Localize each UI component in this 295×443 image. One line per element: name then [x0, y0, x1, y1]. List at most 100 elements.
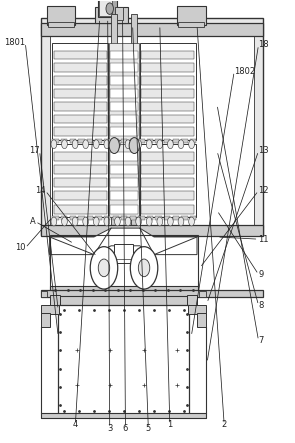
Bar: [41, 304, 59, 314]
Bar: [54, 89, 107, 98]
Circle shape: [104, 217, 110, 226]
Bar: [61, 139, 67, 144]
Circle shape: [83, 140, 88, 149]
Text: 2: 2: [222, 420, 227, 429]
Bar: [141, 178, 194, 187]
Circle shape: [106, 3, 113, 14]
Bar: [104, 216, 110, 220]
Text: 12: 12: [258, 186, 269, 195]
Circle shape: [51, 217, 57, 226]
Bar: [109, 43, 139, 140]
Bar: [41, 413, 206, 418]
Circle shape: [114, 217, 120, 226]
Circle shape: [136, 217, 142, 226]
Text: 7: 7: [258, 336, 264, 345]
Bar: [130, 139, 136, 144]
Circle shape: [90, 247, 118, 289]
Text: 8: 8: [258, 301, 264, 310]
Text: 9: 9: [258, 270, 264, 279]
Bar: [178, 22, 204, 27]
Bar: [109, 144, 139, 217]
Circle shape: [189, 140, 194, 149]
Circle shape: [125, 217, 131, 226]
Circle shape: [146, 140, 152, 149]
Bar: [110, 63, 138, 72]
Circle shape: [157, 217, 163, 226]
Circle shape: [146, 217, 152, 226]
Bar: [110, 102, 138, 111]
Bar: [48, 22, 74, 27]
Bar: [141, 89, 194, 98]
Text: 13: 13: [258, 146, 269, 155]
Circle shape: [94, 217, 99, 226]
Bar: [113, 139, 119, 144]
Text: 6: 6: [123, 424, 128, 433]
Circle shape: [168, 140, 173, 149]
Text: 3: 3: [107, 424, 112, 433]
Bar: [47, 7, 75, 25]
Bar: [61, 216, 67, 220]
Circle shape: [178, 140, 184, 149]
Bar: [41, 23, 263, 36]
Bar: [130, 216, 136, 220]
Bar: [50, 286, 199, 293]
Bar: [54, 63, 107, 72]
Text: 14: 14: [35, 186, 45, 195]
Bar: [164, 139, 171, 144]
Bar: [41, 291, 263, 297]
Circle shape: [168, 217, 173, 226]
Circle shape: [109, 138, 119, 153]
Circle shape: [51, 140, 57, 149]
Bar: [141, 128, 194, 136]
Text: 11: 11: [258, 235, 269, 244]
Bar: [155, 139, 162, 144]
Bar: [173, 139, 179, 144]
Text: 1: 1: [167, 420, 173, 429]
Bar: [110, 178, 138, 187]
Circle shape: [104, 140, 110, 149]
Bar: [53, 144, 108, 217]
Circle shape: [189, 217, 194, 226]
Text: 18: 18: [258, 40, 269, 49]
Bar: [173, 216, 179, 220]
Bar: [54, 115, 107, 124]
Circle shape: [125, 140, 131, 149]
Bar: [110, 51, 138, 59]
Bar: [197, 313, 206, 326]
Circle shape: [98, 259, 110, 277]
Bar: [187, 295, 197, 307]
Bar: [141, 51, 194, 59]
Text: 1801: 1801: [4, 38, 25, 47]
Bar: [189, 413, 206, 418]
Bar: [58, 295, 189, 306]
Bar: [131, 14, 137, 226]
Bar: [113, 216, 119, 220]
Circle shape: [138, 259, 150, 277]
Bar: [50, 295, 60, 307]
Bar: [199, 291, 206, 296]
Bar: [141, 115, 194, 124]
Bar: [121, 216, 127, 220]
Bar: [115, 8, 123, 19]
Bar: [177, 7, 206, 25]
Circle shape: [157, 140, 163, 149]
Bar: [181, 216, 188, 220]
Bar: [141, 102, 194, 111]
Bar: [141, 76, 194, 85]
Bar: [138, 139, 145, 144]
Bar: [41, 225, 263, 236]
Bar: [54, 128, 107, 136]
Bar: [54, 191, 107, 200]
Bar: [54, 152, 107, 160]
Bar: [53, 43, 108, 140]
Text: 10: 10: [15, 244, 25, 253]
Bar: [110, 89, 138, 98]
Bar: [50, 25, 254, 226]
Bar: [54, 51, 107, 59]
Bar: [141, 191, 194, 200]
Circle shape: [62, 217, 67, 226]
Bar: [190, 216, 196, 220]
Bar: [138, 216, 145, 220]
Bar: [98, 0, 117, 17]
Bar: [141, 63, 194, 72]
